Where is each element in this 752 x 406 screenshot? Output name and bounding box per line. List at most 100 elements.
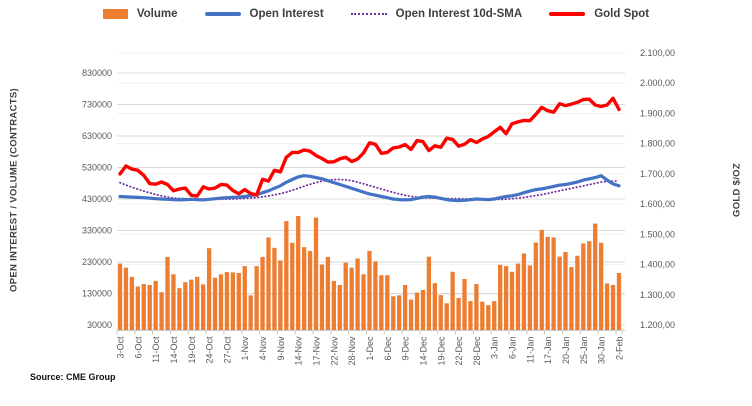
y-tick-label-left: 730000 [82, 100, 112, 110]
volume-bar [159, 292, 164, 331]
volume-bar [242, 266, 247, 331]
x-tick-label: 17-Jan [543, 337, 553, 365]
volume-bar [610, 285, 616, 331]
volume-bar [260, 256, 265, 331]
volume-bar [569, 267, 574, 331]
volume-bar [307, 250, 313, 331]
x-tick-label: 25-Jan [579, 337, 589, 365]
y-tick-label-left: 530000 [82, 163, 112, 173]
right-axis-title: GOLD $/OZ [731, 163, 743, 217]
y-tick-label-right: 1.600,00 [640, 199, 675, 209]
volume-bar [593, 223, 598, 331]
volume-bar [486, 305, 491, 331]
volume-bar [325, 256, 331, 331]
x-tick-label: 11-Jan [525, 337, 535, 364]
volume-bar [575, 255, 580, 331]
x-tick-label: 1-Nov [240, 336, 250, 361]
y-tick-label-left: 130000 [82, 289, 112, 299]
volume-bar [367, 250, 372, 331]
legend-label-gold-spot: Gold Spot [594, 8, 650, 20]
volume-bar [129, 276, 135, 331]
y-tick-label-left: 30000 [87, 320, 112, 330]
volume-bar [189, 279, 194, 331]
volume-bar [272, 247, 277, 331]
legend-item-gold-spot: Gold Spot [549, 8, 649, 20]
volume-bar [141, 284, 146, 331]
volume-bar [438, 295, 443, 331]
legend-item-oi-sma: Open Interest 10d-SMA [350, 8, 523, 20]
open-interest-line [118, 174, 621, 203]
x-tick-label: 14-Oct [169, 336, 179, 364]
y-tick-label-right: 1.700,00 [640, 169, 675, 179]
x-tick-label: 11-Oct [151, 336, 161, 363]
volume-bar [385, 275, 390, 331]
x-tick-label: 30-Jan [597, 337, 607, 365]
volume-bar [278, 260, 283, 331]
x-tick-label: 9-Nov [276, 336, 286, 361]
volume-bar [420, 290, 426, 331]
y-tick-label-right: 2.100,00 [640, 48, 675, 58]
volume-bar [236, 273, 241, 331]
volume-bar [117, 263, 123, 331]
x-tick-label: 3-Oct [116, 336, 126, 359]
volume-bar [290, 242, 295, 331]
volume-bar [343, 262, 348, 331]
legend-item-volume: Volume [102, 8, 178, 20]
x-tick-label: 27-Oct [222, 336, 232, 364]
y-tick-label-left: 830000 [82, 68, 112, 78]
volume-bar [581, 243, 586, 331]
volume-bar [195, 276, 200, 331]
volume-bar [498, 264, 503, 331]
volume-bar [426, 256, 432, 331]
volume-bar [468, 301, 473, 331]
volume-bar [373, 261, 378, 331]
y-tick-label-left: 330000 [82, 226, 112, 236]
volume-bar [492, 301, 497, 331]
volume-bar [379, 275, 384, 331]
volume-bar [391, 296, 396, 331]
y-tick-label-right: 1.400,00 [640, 260, 675, 270]
legend: Volume Open Interest Open Interest 10d-S… [0, 8, 752, 20]
volume-bar [450, 271, 455, 331]
y-tick-label-left: 630000 [82, 131, 112, 141]
volume-bar [230, 272, 236, 331]
legend-label-volume: Volume [136, 8, 178, 20]
y-tick-label-right: 1.900,00 [640, 108, 675, 118]
volume-bar [212, 277, 218, 331]
volume-bar [533, 242, 538, 331]
x-tick-label: 6-Jan [508, 337, 518, 360]
source-note: Source: CME Group [30, 372, 116, 382]
x-tick-label: 20-Jan [561, 337, 571, 365]
volume-bar [557, 256, 562, 331]
x-tick-label: 24-Oct [205, 336, 215, 364]
x-tick-label: 3-Jan [490, 337, 500, 360]
volume-bar [331, 280, 336, 331]
left-axis-title: OPEN INTEREST / VOLUME (CONTRACTS) [8, 88, 20, 292]
volume-bar [165, 256, 170, 331]
x-tick-label: 19-Oct [187, 336, 197, 364]
volume-bar [563, 251, 568, 331]
volume-bar [402, 285, 408, 331]
volume-bar [355, 258, 360, 331]
x-tick-label: 6-Oct [133, 336, 143, 359]
volume-bar [147, 285, 152, 331]
volume-bar [361, 274, 366, 331]
volume-bar [503, 266, 509, 331]
volume-bar [296, 216, 301, 331]
gold-spot-line [118, 96, 621, 198]
y-tick-label-right: 2.000,00 [640, 78, 675, 88]
volume-bar [598, 242, 604, 331]
volume-bar [301, 247, 307, 331]
volume-bar [183, 282, 188, 331]
y-tick-label-left: 430000 [82, 194, 112, 204]
legend-label-oi-sma: Open Interest 10d-SMA [395, 8, 523, 20]
x-tick-label: 9-Dec [401, 336, 411, 361]
x-tick-label: 1-Dec [365, 336, 375, 361]
x-tick-label: 14-Dec [418, 336, 428, 366]
y-tick-label-right: 1.300,00 [640, 290, 675, 300]
volume-bar [177, 288, 182, 331]
volume-bar [539, 229, 544, 331]
volume-bar [551, 237, 556, 331]
